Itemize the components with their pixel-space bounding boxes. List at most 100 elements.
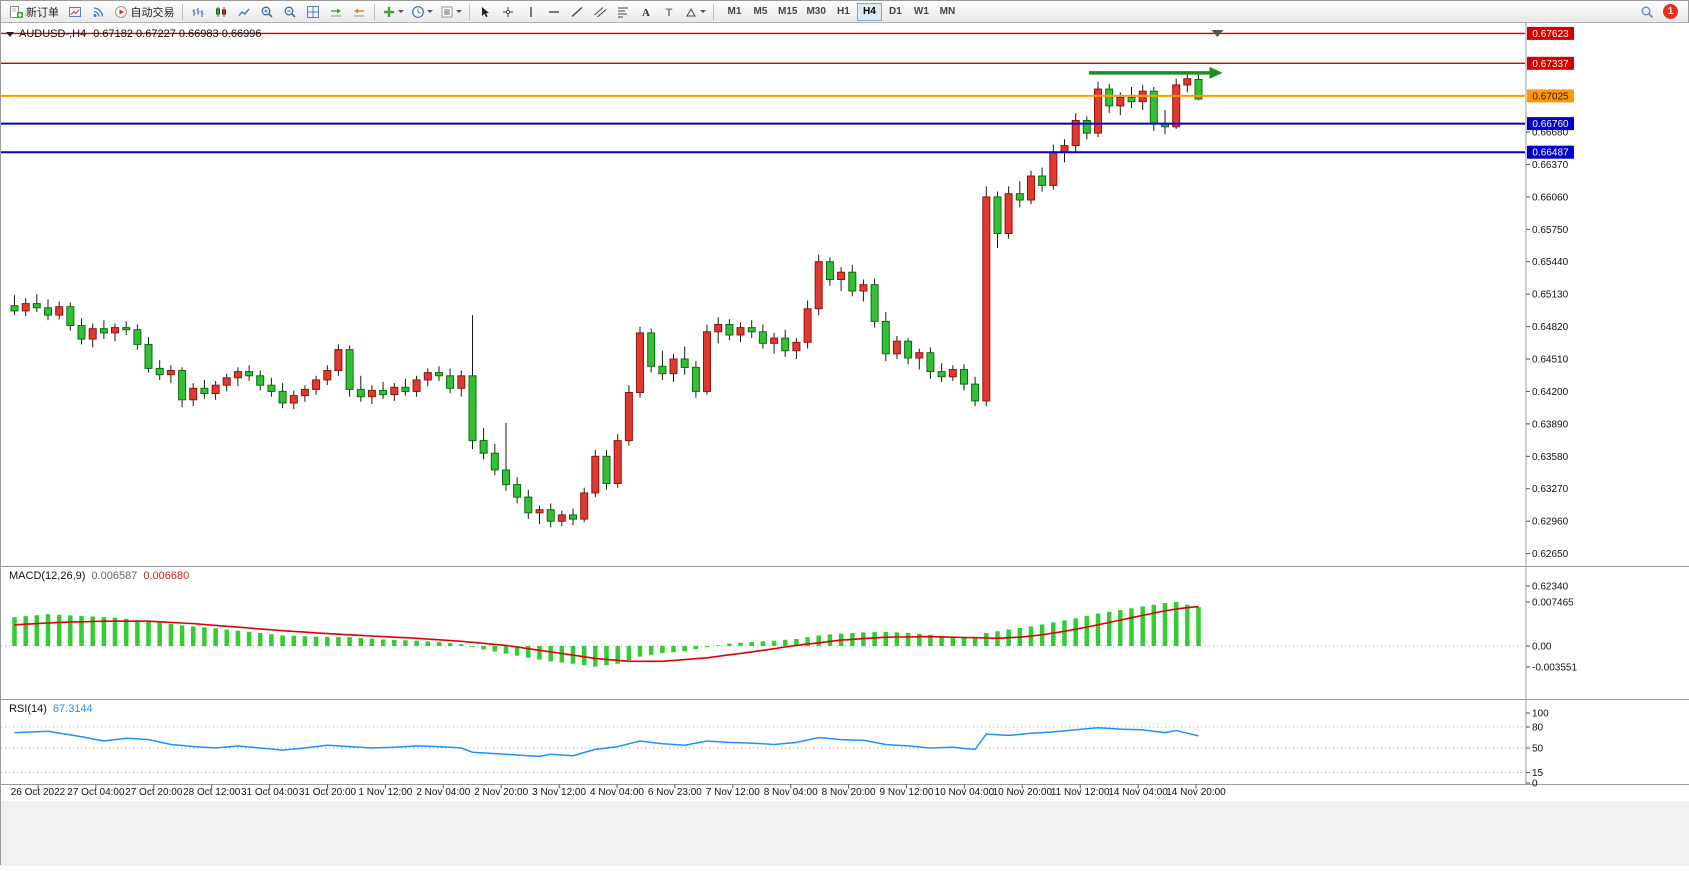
svg-text:0.67337: 0.67337 <box>1532 59 1569 70</box>
bottom-strip <box>1 801 1689 866</box>
fibonacci-button[interactable] <box>612 2 634 22</box>
zoom-out-button[interactable] <box>279 2 301 22</box>
svg-text:0.63270: 0.63270 <box>1532 484 1569 495</box>
candlestick-chart-button[interactable] <box>210 2 232 22</box>
chart-shift-button[interactable] <box>348 2 370 22</box>
crosshair-button[interactable] <box>497 2 519 22</box>
trendline-icon <box>570 5 584 19</box>
vertical-line-button[interactable] <box>520 2 542 22</box>
svg-text:0.66370: 0.66370 <box>1532 160 1569 171</box>
zoom-in-icon <box>260 5 274 19</box>
channel-icon <box>593 5 607 19</box>
svg-text:28 Oct 12:00: 28 Oct 12:00 <box>183 787 241 798</box>
svg-text:-0.003551: -0.003551 <box>1532 662 1577 673</box>
svg-text:7 Nov 12:00: 7 Nov 12:00 <box>706 787 760 798</box>
auto-scroll-button[interactable] <box>325 2 347 22</box>
toolbar-separator <box>469 3 470 20</box>
timeframe-m1[interactable]: M1 <box>722 3 747 21</box>
clock-icon <box>411 5 425 19</box>
svg-text:A: A <box>642 7 650 19</box>
timeframe-m15[interactable]: M15 <box>774 3 801 21</box>
svg-text:0.65440: 0.65440 <box>1532 257 1569 268</box>
timeframe-h4[interactable]: H4 <box>856 2 882 21</box>
svg-text:15: 15 <box>1532 768 1544 779</box>
text-tool-button[interactable]: A <box>635 2 657 22</box>
channel-button[interactable] <box>589 2 611 22</box>
pane-separators[interactable] <box>1 566 1689 785</box>
svg-text:T: T <box>666 7 673 19</box>
candlestick-chart-icon <box>214 5 228 19</box>
dropdown-caret-icon <box>398 10 404 13</box>
svg-text:9 Nov 12:00: 9 Nov 12:00 <box>880 787 934 798</box>
bar-chart-button[interactable] <box>187 2 209 22</box>
svg-text:0.62960: 0.62960 <box>1532 517 1569 528</box>
svg-text:100: 100 <box>1532 709 1549 720</box>
charts-profile-button[interactable] <box>64 2 86 22</box>
timeframe-m5[interactable]: M5 <box>748 3 773 21</box>
svg-text:0.67623: 0.67623 <box>1532 29 1569 40</box>
rsi-value: 67.3144 <box>52 703 93 715</box>
search-button[interactable] <box>1636 2 1658 22</box>
line-chart-button[interactable] <box>233 2 255 22</box>
svg-text:0.63890: 0.63890 <box>1532 419 1569 430</box>
svg-text:31 Oct 04:00: 31 Oct 04:00 <box>241 787 299 798</box>
notifications-badge[interactable]: 1 <box>1663 4 1678 19</box>
indicators-button[interactable] <box>379 2 407 22</box>
cursor-icon <box>478 5 492 19</box>
dropdown-caret-icon <box>456 10 462 13</box>
cursor-button[interactable] <box>474 2 496 22</box>
price-axis-badges: 0.67623 0.67337 0.67025 0.66760 0.66487 <box>1527 26 1574 159</box>
timeframe-m30[interactable]: M30 <box>802 3 829 21</box>
svg-text:2 Nov 04:00: 2 Nov 04:00 <box>416 787 470 798</box>
periods-button[interactable] <box>408 2 436 22</box>
svg-text:10 Nov 04:00: 10 Nov 04:00 <box>935 787 995 798</box>
symbol-dropdown-icon[interactable] <box>6 31 14 37</box>
rsi-line <box>14 726 1199 758</box>
chart-shift-icon <box>352 5 366 19</box>
svg-text:3 Nov 12:00: 3 Nov 12:00 <box>532 787 586 798</box>
chart-canvas[interactable]: 0.66680 0.66370 0.66060 0.65750 0.65440 0.651… <box>1 23 1689 871</box>
svg-text:0.64510: 0.64510 <box>1532 355 1569 366</box>
toolbar-separator <box>182 3 183 20</box>
indicators-plus-icon <box>382 5 396 19</box>
macd-label: MACD(12,26,9) <box>9 570 86 582</box>
timeframe-mn[interactable]: MN <box>935 3 960 21</box>
autotrade-label: 自动交易 <box>130 6 175 19</box>
svg-text:8 Nov 04:00: 8 Nov 04:00 <box>764 787 818 798</box>
macd-axis-labels: 0.007465 0.00 -0.003551 <box>1526 598 1577 673</box>
macd-signal-line <box>14 605 1199 663</box>
shapes-button[interactable] <box>681 2 709 22</box>
svg-text:0.65130: 0.65130 <box>1532 290 1569 301</box>
time-axis-labels: 26 Oct 2022 27 Oct 04:00 27 Oct 20:00 28 Oc… <box>11 784 1226 798</box>
timeframe-d1[interactable]: D1 <box>883 3 908 21</box>
level-lines[interactable] <box>1 32 1525 154</box>
horizontal-line-button[interactable] <box>543 2 565 22</box>
toolbar-separator <box>374 3 375 20</box>
auto-scroll-icon <box>329 5 343 19</box>
rsi-label: RSI(14) <box>9 703 47 715</box>
svg-text:26 Oct 2022: 26 Oct 2022 <box>11 787 66 798</box>
rsi-pane-label: RSI(14) 67.3144 <box>9 703 93 715</box>
svg-text:80: 80 <box>1532 723 1544 734</box>
signals-button[interactable] <box>87 2 109 22</box>
timeframe-h1[interactable]: H1 <box>831 3 856 21</box>
svg-text:2 Nov 20:00: 2 Nov 20:00 <box>474 787 528 798</box>
svg-text:10 Nov 20:00: 10 Nov 20:00 <box>993 787 1053 798</box>
new-order-button[interactable]: 新订单 <box>5 2 63 22</box>
tile-windows-button[interactable] <box>302 2 324 22</box>
trendline-button[interactable] <box>566 2 588 22</box>
autotrade-button[interactable]: 自动交易 <box>110 2 178 22</box>
new-order-icon <box>9 5 23 19</box>
chart-window[interactable]: 0.66680 0.66370 0.66060 0.65750 0.65440 0.651… <box>1 23 1689 866</box>
timeframe-w1[interactable]: W1 <box>909 3 934 21</box>
trend-arrow-object[interactable] <box>1088 66 1223 79</box>
label-tool-button[interactable]: T <box>658 2 680 22</box>
svg-text:11 Nov 12:00: 11 Nov 12:00 <box>1051 787 1110 798</box>
templates-button[interactable] <box>437 2 465 22</box>
new-order-label: 新订单 <box>26 6 59 19</box>
svg-text:0.62340: 0.62340 <box>1532 582 1569 593</box>
zoom-in-button[interactable] <box>256 2 278 22</box>
svg-text:14 Nov 20:00: 14 Nov 20:00 <box>1166 787 1226 798</box>
svg-text:50: 50 <box>1532 744 1544 755</box>
svg-text:6 Nov 23:00: 6 Nov 23:00 <box>648 787 702 798</box>
